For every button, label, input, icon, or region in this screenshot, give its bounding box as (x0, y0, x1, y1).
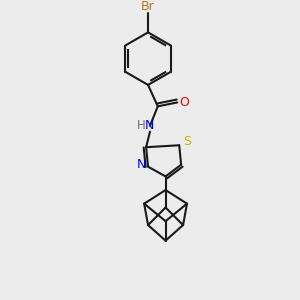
Text: N: N (136, 158, 146, 171)
Text: H: H (137, 119, 146, 132)
Text: N: N (144, 119, 154, 132)
Text: Br: Br (141, 0, 155, 13)
Text: O: O (179, 96, 189, 109)
Text: S: S (183, 135, 191, 148)
